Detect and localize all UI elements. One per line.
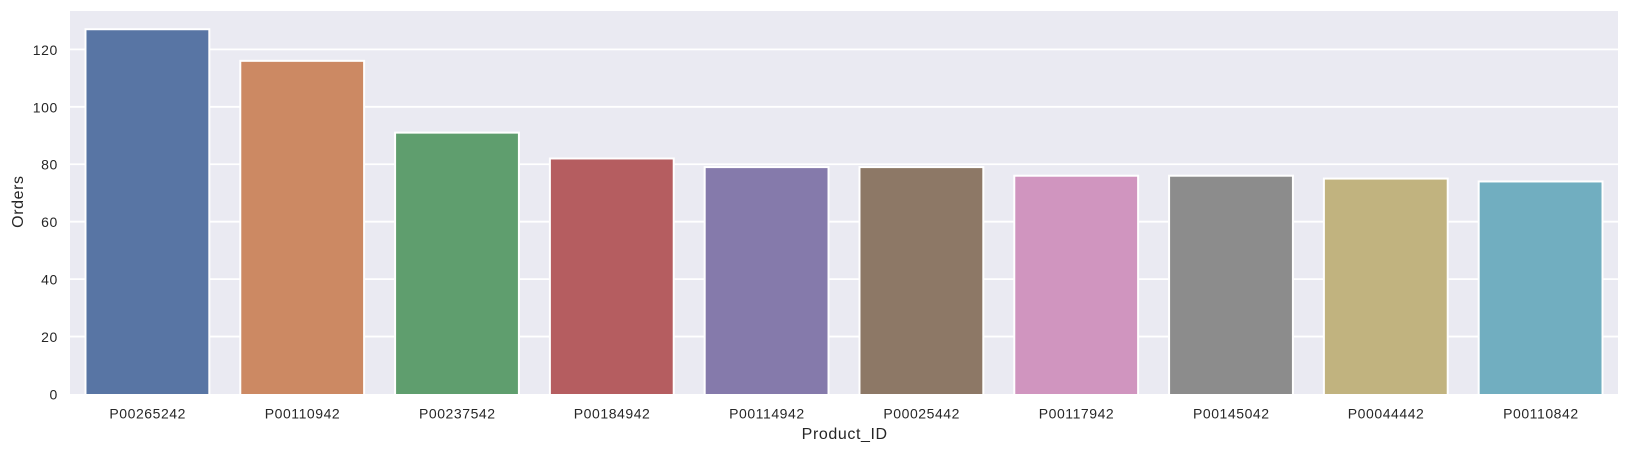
svg-text:60: 60 (41, 214, 58, 230)
svg-text:P00265242: P00265242 (109, 405, 186, 421)
svg-text:P00184942: P00184942 (574, 405, 651, 421)
svg-text:Orders: Orders (10, 175, 27, 228)
svg-text:P00145042: P00145042 (1193, 405, 1270, 421)
svg-text:20: 20 (41, 329, 58, 345)
svg-text:P00110842: P00110842 (1503, 405, 1579, 421)
svg-text:Product_ID: Product_ID (802, 426, 888, 443)
svg-text:0: 0 (49, 387, 57, 403)
svg-text:100: 100 (33, 99, 58, 115)
svg-text:120: 120 (33, 42, 58, 58)
svg-text:40: 40 (41, 272, 58, 288)
svg-text:P00237542: P00237542 (419, 405, 496, 421)
svg-text:P00025442: P00025442 (883, 405, 960, 421)
svg-text:P00117942: P00117942 (1039, 405, 1115, 421)
svg-text:P00110942: P00110942 (265, 405, 341, 421)
svg-text:P00114942: P00114942 (729, 405, 805, 421)
svg-text:P00044442: P00044442 (1348, 405, 1425, 421)
svg-text:80: 80 (41, 157, 58, 173)
